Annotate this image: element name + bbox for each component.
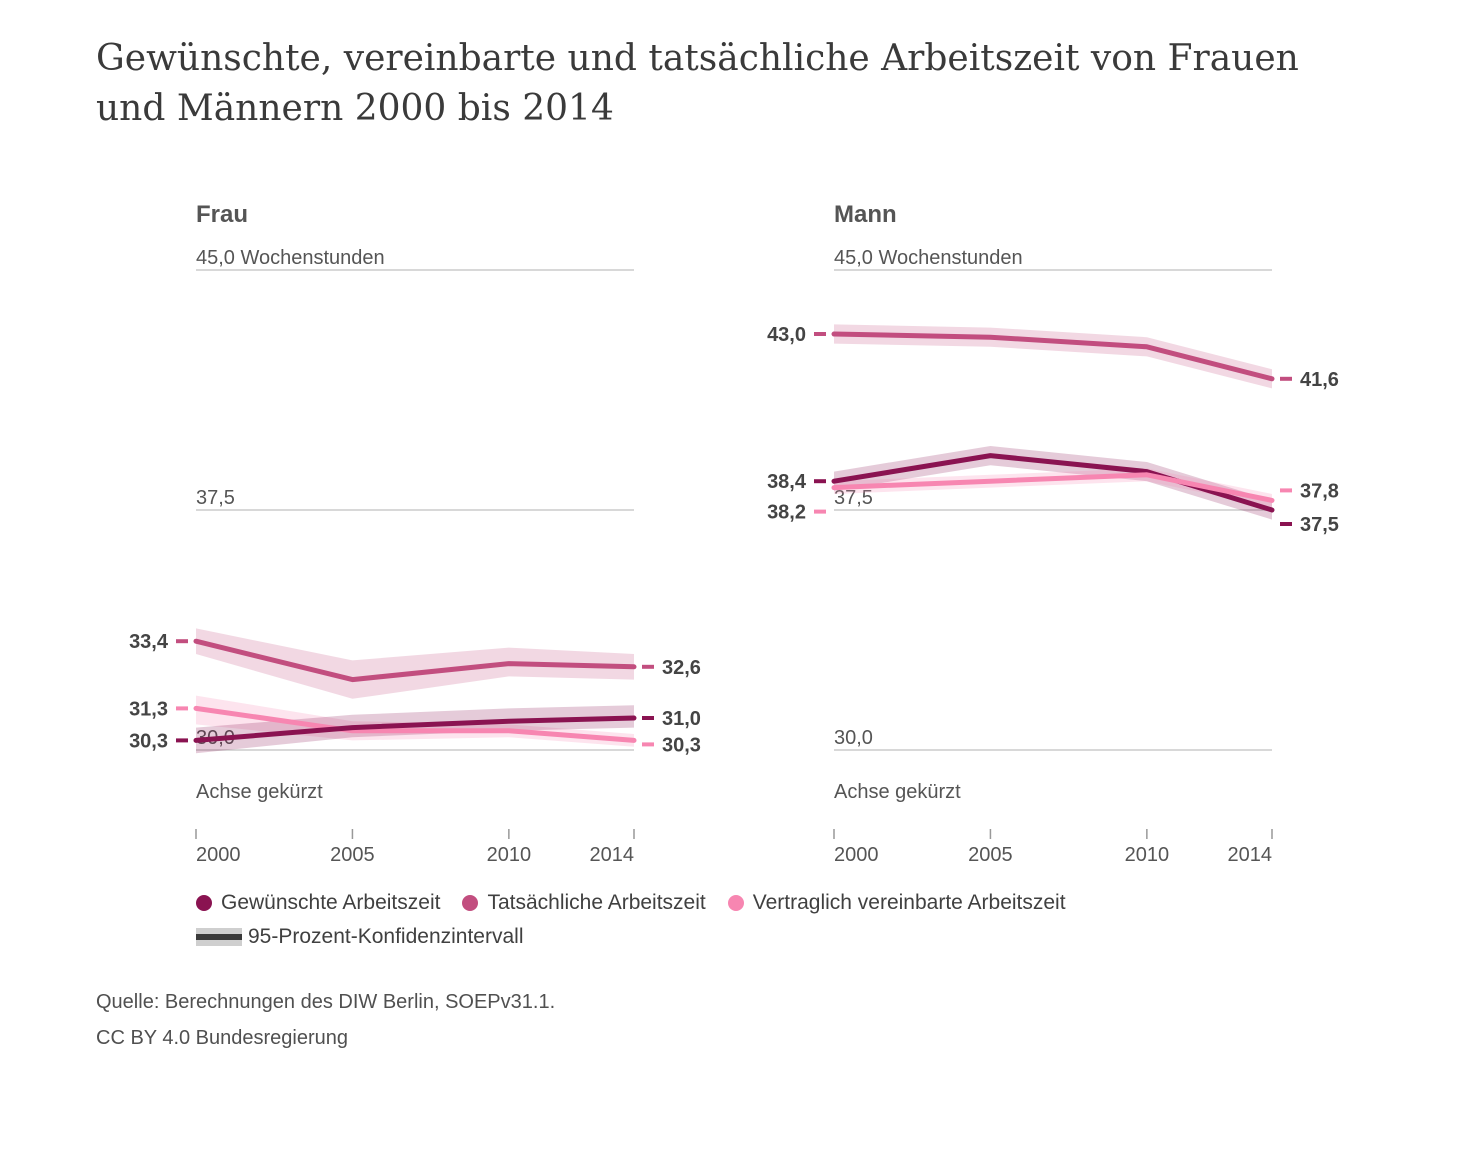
panel-title: Mann	[834, 201, 897, 228]
x-tick-label: 2014	[1228, 844, 1273, 866]
legend-label-vertraglich: Vertraglich vereinbarte Arbeitszeit	[752, 891, 1066, 914]
end-value-label: 32,6	[662, 657, 701, 679]
start-value-label: 43,0	[767, 324, 806, 346]
legend-dot-tatsaechlich	[462, 895, 479, 911]
end-value-label: 41,6	[1300, 369, 1339, 391]
confidence-band-tatsaechlich	[196, 628, 634, 699]
y-tick-label: 45,0 Wochenstunden	[196, 247, 385, 269]
start-value-label: 38,4	[767, 471, 807, 493]
x-tick-label: 2000	[196, 844, 241, 866]
legend-item-gewuenscht: Gewünschte Arbeitszeit	[196, 891, 440, 915]
y-tick-label: 45,0 Wochenstunden	[834, 247, 1023, 269]
panel-title: Frau	[196, 201, 248, 228]
legend-label-ci: 95-Prozent-Konfidenzintervall	[248, 925, 524, 948]
series-line-tatsaechlich	[831, 331, 1275, 382]
source-line: Quelle: Berechnungen des DIW Berlin, SOE…	[96, 991, 556, 1013]
series-line-vertraglich	[831, 472, 1275, 503]
legend-dot-vertraglich	[727, 895, 744, 911]
charts-area: Frau 45,0 Wochenstunden 37,5 30,0 Achse gekü…	[129, 201, 1339, 866]
end-value-label: 30,3	[662, 734, 701, 756]
y-tick-label: 37,5	[196, 487, 235, 509]
axis-note: Achse gekürzt	[834, 781, 961, 803]
start-value-label: 30,3	[129, 730, 168, 752]
y-tick-label: 30,0	[834, 727, 873, 749]
chart-title: Gewünschte, vereinbarte und tatsächliche…	[96, 38, 1299, 129]
legend-label-tatsaechlich: Tatsächliche Arbeitszeit	[487, 891, 706, 914]
end-value-label: 37,8	[1300, 480, 1339, 502]
confidence-band-tatsaechlich	[834, 324, 1272, 389]
start-value-label: 38,2	[767, 502, 806, 524]
legend-label-gewuenscht: Gewünschte Arbeitszeit	[221, 891, 441, 914]
legend-item-tatsaechlich: Tatsächliche Arbeitszeit	[462, 891, 706, 915]
axis-note: Achse gekürzt	[196, 781, 323, 803]
start-value-label: 31,3	[129, 698, 168, 720]
x-tick-label: 2000	[834, 844, 879, 866]
series-line-tatsaechlich	[193, 638, 637, 683]
legend-item-ci: 95-Prozent-Konfidenzintervall	[196, 925, 523, 949]
legend: Gewünschte Arbeitszeit Tatsächliche Arbe…	[196, 886, 1196, 954]
x-tick-label: 2005	[968, 844, 1013, 866]
series-line-gewuenscht	[831, 453, 1275, 513]
series-line-gewuenscht	[193, 715, 637, 743]
legend-ci-swatch	[196, 928, 242, 946]
x-tick-label: 2010	[1125, 844, 1170, 866]
x-tick-label: 2014	[590, 844, 635, 866]
series-line-vertraglich	[193, 705, 637, 743]
x-tick-label: 2010	[487, 844, 532, 866]
legend-dot-gewuenscht	[196, 895, 212, 911]
x-tick-label: 2005	[330, 844, 375, 866]
end-value-label: 37,5	[1300, 514, 1339, 536]
end-value-label: 31,0	[662, 708, 701, 730]
start-value-label: 33,4	[129, 631, 169, 653]
license-line: CC BY 4.0 Bundesregierung	[96, 1027, 349, 1049]
source-note: Quelle: Berechnungen des DIW Berlin, SOE…	[96, 984, 555, 1056]
legend-item-vertraglich: Vertraglich vereinbarte Arbeitszeit	[727, 891, 1066, 915]
y-tick-label: 37,5	[834, 487, 873, 509]
